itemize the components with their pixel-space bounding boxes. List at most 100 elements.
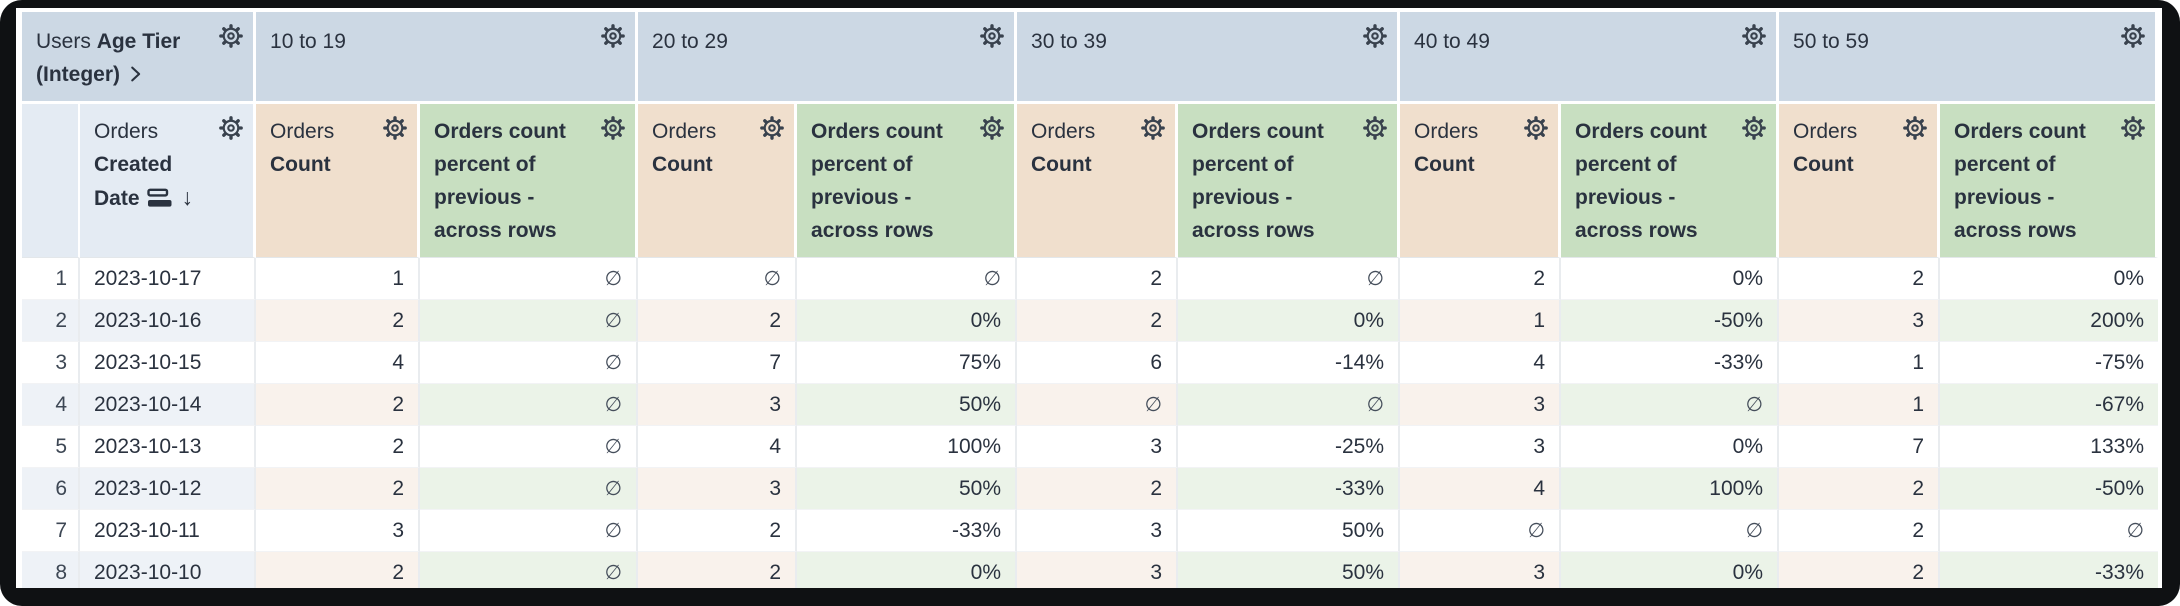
percent-of-previous-cell[interactable]: ∅: [1940, 510, 2159, 552]
gear-icon[interactable]: [382, 115, 408, 141]
orders-count-cell[interactable]: 3: [638, 468, 798, 510]
orders-count-cell[interactable]: ∅: [1400, 510, 1562, 552]
gear-icon[interactable]: [1523, 115, 1549, 141]
percent-of-previous-header[interactable]: Orders count percent of previous - acros…: [797, 104, 1018, 258]
orders-count-cell[interactable]: 3: [1779, 300, 1941, 342]
orders-count-header[interactable]: Orders Count: [1017, 104, 1179, 258]
gear-icon[interactable]: [1741, 115, 1767, 141]
orders-count-cell[interactable]: 4: [256, 342, 421, 384]
tier-header-10-19[interactable]: 10 to 19: [256, 12, 639, 104]
gear-icon[interactable]: [979, 23, 1005, 49]
percent-of-previous-cell[interactable]: ∅: [1561, 384, 1780, 426]
orders-count-cell[interactable]: 1: [256, 258, 421, 300]
orders-count-cell[interactable]: 7: [1779, 426, 1941, 468]
date-cell[interactable]: 2023-10-16: [80, 300, 257, 342]
tier-header-50-59[interactable]: 50 to 59: [1779, 12, 2159, 104]
orders-count-header[interactable]: Orders Count: [1779, 104, 1941, 258]
percent-of-previous-cell[interactable]: ∅: [420, 510, 639, 552]
percent-of-previous-cell[interactable]: ∅: [1178, 384, 1401, 426]
percent-of-previous-cell[interactable]: -67%: [1940, 384, 2159, 426]
percent-of-previous-cell[interactable]: -75%: [1940, 342, 2159, 384]
pivot-dimension-header[interactable]: Users Age Tier (Integer): [22, 12, 257, 104]
gear-icon[interactable]: [759, 115, 785, 141]
percent-of-previous-cell[interactable]: -33%: [797, 510, 1018, 552]
percent-of-previous-cell[interactable]: 133%: [1940, 426, 2159, 468]
percent-of-previous-cell[interactable]: 0%: [1178, 300, 1401, 342]
percent-of-previous-cell[interactable]: 0%: [797, 300, 1018, 342]
orders-count-cell[interactable]: 3: [1017, 426, 1179, 468]
percent-of-previous-header[interactable]: Orders count percent of previous - acros…: [420, 104, 639, 258]
gear-icon[interactable]: [1362, 115, 1388, 141]
orders-count-cell[interactable]: 3: [1400, 384, 1562, 426]
percent-of-previous-header[interactable]: Orders count percent of previous - acros…: [1178, 104, 1401, 258]
tier-header-20-29[interactable]: 20 to 29: [638, 12, 1018, 104]
orders-count-cell[interactable]: 2: [638, 552, 798, 588]
orders-count-cell[interactable]: 2: [1017, 258, 1179, 300]
orders-count-cell[interactable]: 2: [638, 510, 798, 552]
percent-of-previous-cell[interactable]: 0%: [1561, 258, 1780, 300]
percent-of-previous-cell[interactable]: ∅: [1561, 510, 1780, 552]
date-cell[interactable]: 2023-10-13: [80, 426, 257, 468]
orders-count-cell[interactable]: 3: [1017, 552, 1179, 588]
gear-icon[interactable]: [218, 115, 244, 141]
orders-count-cell[interactable]: 4: [638, 426, 798, 468]
orders-count-cell[interactable]: ∅: [638, 258, 798, 300]
orders-count-cell[interactable]: 1: [1779, 384, 1941, 426]
orders-count-cell[interactable]: 2: [256, 426, 421, 468]
percent-of-previous-cell[interactable]: -25%: [1178, 426, 1401, 468]
percent-of-previous-cell[interactable]: -33%: [1561, 342, 1780, 384]
percent-of-previous-cell[interactable]: 50%: [1178, 510, 1401, 552]
percent-of-previous-cell[interactable]: -50%: [1561, 300, 1780, 342]
percent-of-previous-cell[interactable]: ∅: [420, 552, 639, 588]
percent-of-previous-cell[interactable]: 0%: [797, 552, 1018, 588]
percent-of-previous-cell[interactable]: 50%: [797, 468, 1018, 510]
orders-count-cell[interactable]: 1: [1400, 300, 1562, 342]
orders-count-cell[interactable]: 3: [256, 510, 421, 552]
percent-of-previous-cell[interactable]: 0%: [1561, 552, 1780, 588]
percent-of-previous-cell[interactable]: 0%: [1561, 426, 1780, 468]
orders-count-cell[interactable]: 2: [1779, 468, 1941, 510]
gear-icon[interactable]: [2120, 23, 2146, 49]
orders-count-cell[interactable]: 2: [1400, 258, 1562, 300]
date-cell[interactable]: 2023-10-10: [80, 552, 257, 588]
orders-count-cell[interactable]: 2: [1017, 468, 1179, 510]
percent-of-previous-cell[interactable]: ∅: [1178, 258, 1401, 300]
gear-icon[interactable]: [1902, 115, 1928, 141]
percent-of-previous-cell[interactable]: ∅: [420, 468, 639, 510]
tier-header-40-49[interactable]: 40 to 49: [1400, 12, 1780, 104]
percent-of-previous-cell[interactable]: -14%: [1178, 342, 1401, 384]
sort-desc-icon[interactable]: ↓: [181, 184, 194, 210]
orders-count-cell[interactable]: 3: [1400, 552, 1562, 588]
percent-of-previous-cell[interactable]: ∅: [420, 384, 639, 426]
percent-of-previous-cell[interactable]: -50%: [1940, 468, 2159, 510]
gear-icon[interactable]: [600, 115, 626, 141]
date-cell[interactable]: 2023-10-15: [80, 342, 257, 384]
tier-header-30-39[interactable]: 30 to 39: [1017, 12, 1401, 104]
date-column-header[interactable]: Orders Created Date ↓: [80, 104, 257, 258]
gear-icon[interactable]: [1741, 23, 1767, 49]
orders-count-cell[interactable]: 2: [638, 300, 798, 342]
percent-of-previous-cell[interactable]: ∅: [420, 300, 639, 342]
percent-of-previous-cell[interactable]: ∅: [797, 258, 1018, 300]
percent-of-previous-cell[interactable]: ∅: [420, 426, 639, 468]
percent-of-previous-cell[interactable]: ∅: [420, 258, 639, 300]
orders-count-cell[interactable]: 2: [1779, 510, 1941, 552]
gear-icon[interactable]: [1140, 115, 1166, 141]
gear-icon[interactable]: [600, 23, 626, 49]
orders-count-cell[interactable]: 3: [1400, 426, 1562, 468]
orders-count-cell[interactable]: 6: [1017, 342, 1179, 384]
percent-of-previous-cell[interactable]: 50%: [1178, 552, 1401, 588]
orders-count-cell[interactable]: 7: [638, 342, 798, 384]
date-cell[interactable]: 2023-10-11: [80, 510, 257, 552]
percent-of-previous-cell[interactable]: ∅: [420, 342, 639, 384]
gear-icon[interactable]: [1362, 23, 1388, 49]
percent-of-previous-cell[interactable]: 100%: [797, 426, 1018, 468]
percent-of-previous-cell[interactable]: 0%: [1940, 258, 2159, 300]
orders-count-header[interactable]: Orders Count: [1400, 104, 1562, 258]
orders-count-cell[interactable]: 3: [638, 384, 798, 426]
date-cell[interactable]: 2023-10-17: [80, 258, 257, 300]
orders-count-cell[interactable]: 2: [256, 300, 421, 342]
gear-icon[interactable]: [979, 115, 1005, 141]
percent-of-previous-cell[interactable]: 50%: [797, 384, 1018, 426]
orders-count-cell[interactable]: 2: [256, 552, 421, 588]
